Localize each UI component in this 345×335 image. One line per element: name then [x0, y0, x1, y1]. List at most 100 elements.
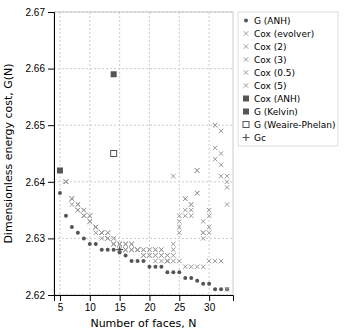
point [177, 225, 181, 229]
y-axis-tick: 2.64 [26, 177, 54, 188]
point [147, 253, 151, 257]
point [189, 265, 193, 269]
point [213, 146, 217, 150]
point [136, 259, 140, 263]
x-axis-tick-label: 15 [115, 302, 127, 313]
legend-label: Cox (2) [254, 42, 286, 52]
x-axis-tick: 10 [85, 295, 97, 313]
point [94, 225, 98, 229]
series [116, 246, 123, 253]
legend-label: Cox (3) [254, 55, 286, 65]
point [76, 208, 80, 212]
point [135, 248, 139, 252]
point [94, 231, 98, 235]
point [225, 185, 229, 189]
point [213, 123, 217, 127]
point [159, 259, 163, 263]
point [106, 236, 110, 240]
point [159, 253, 163, 257]
point [123, 242, 127, 246]
point [135, 248, 139, 252]
legend-label: Gc [254, 133, 266, 143]
point [129, 248, 133, 252]
point [70, 197, 74, 201]
series [64, 157, 230, 263]
point [171, 248, 175, 252]
points [57, 71, 229, 291]
point [100, 236, 104, 240]
grid-line-x [59, 12, 60, 295]
point [123, 248, 127, 252]
point [171, 174, 175, 178]
series [64, 123, 230, 258]
y-axis-domain [48, 13, 55, 296]
y-axis-tick-mark [48, 238, 54, 239]
point [225, 287, 229, 291]
point [213, 287, 217, 291]
y-axis-tick-label: 2.62 [26, 290, 46, 301]
legend-symbol [244, 44, 248, 48]
point [219, 259, 223, 263]
point [165, 259, 169, 263]
point [88, 219, 92, 223]
y-axis-tick-label: 2.64 [26, 177, 46, 188]
legend-frame [238, 12, 338, 146]
legend-symbol [243, 96, 249, 102]
point [70, 197, 74, 201]
point [159, 253, 163, 257]
point [76, 202, 80, 206]
point [189, 208, 193, 212]
point [201, 231, 205, 235]
y-axis-tick-mark [48, 12, 54, 13]
legend-symbol [244, 31, 248, 35]
point [207, 231, 211, 235]
point [213, 259, 217, 263]
point [219, 151, 223, 155]
point [82, 208, 86, 212]
point [57, 167, 63, 173]
point [189, 276, 193, 280]
x-axis-tick-label: 10 [85, 302, 97, 313]
point [201, 219, 205, 223]
point [195, 279, 199, 283]
point [201, 231, 205, 235]
series [64, 146, 230, 264]
legend-item: Cox (evolver) [244, 29, 314, 39]
legend-symbol [244, 57, 248, 61]
point [76, 202, 80, 206]
point [106, 236, 110, 240]
point [147, 253, 151, 257]
point [117, 242, 121, 246]
point [159, 248, 163, 252]
legend-symbol [243, 122, 249, 128]
x-axis-tick-label: 5 [58, 302, 64, 313]
chart: 510152025302.622.632.642.652.662.67Numbe… [0, 0, 345, 335]
point [111, 242, 115, 246]
series [58, 191, 229, 291]
legend-item: Cox (5) [244, 81, 287, 91]
point [213, 157, 217, 161]
point [100, 231, 104, 235]
x-axis-tick: 15 [115, 295, 127, 313]
point [135, 248, 139, 252]
point [159, 265, 163, 269]
point [207, 214, 211, 218]
x-axis-tick-mark [209, 295, 210, 301]
point [106, 231, 110, 235]
y-axis-tick: 2.63 [26, 233, 54, 244]
legend-symbol [244, 70, 248, 74]
x-axis-tick-label: 20 [144, 302, 156, 313]
point [201, 236, 205, 240]
point [70, 202, 74, 206]
point [225, 287, 229, 291]
point [195, 168, 199, 172]
grid-line-x [209, 12, 210, 295]
point [111, 236, 115, 240]
y-axis-tick-mark [48, 182, 54, 183]
point [88, 214, 92, 218]
point [153, 259, 157, 263]
grid-line-x [179, 12, 180, 295]
point [123, 242, 127, 246]
point [112, 248, 116, 252]
point [100, 248, 104, 252]
